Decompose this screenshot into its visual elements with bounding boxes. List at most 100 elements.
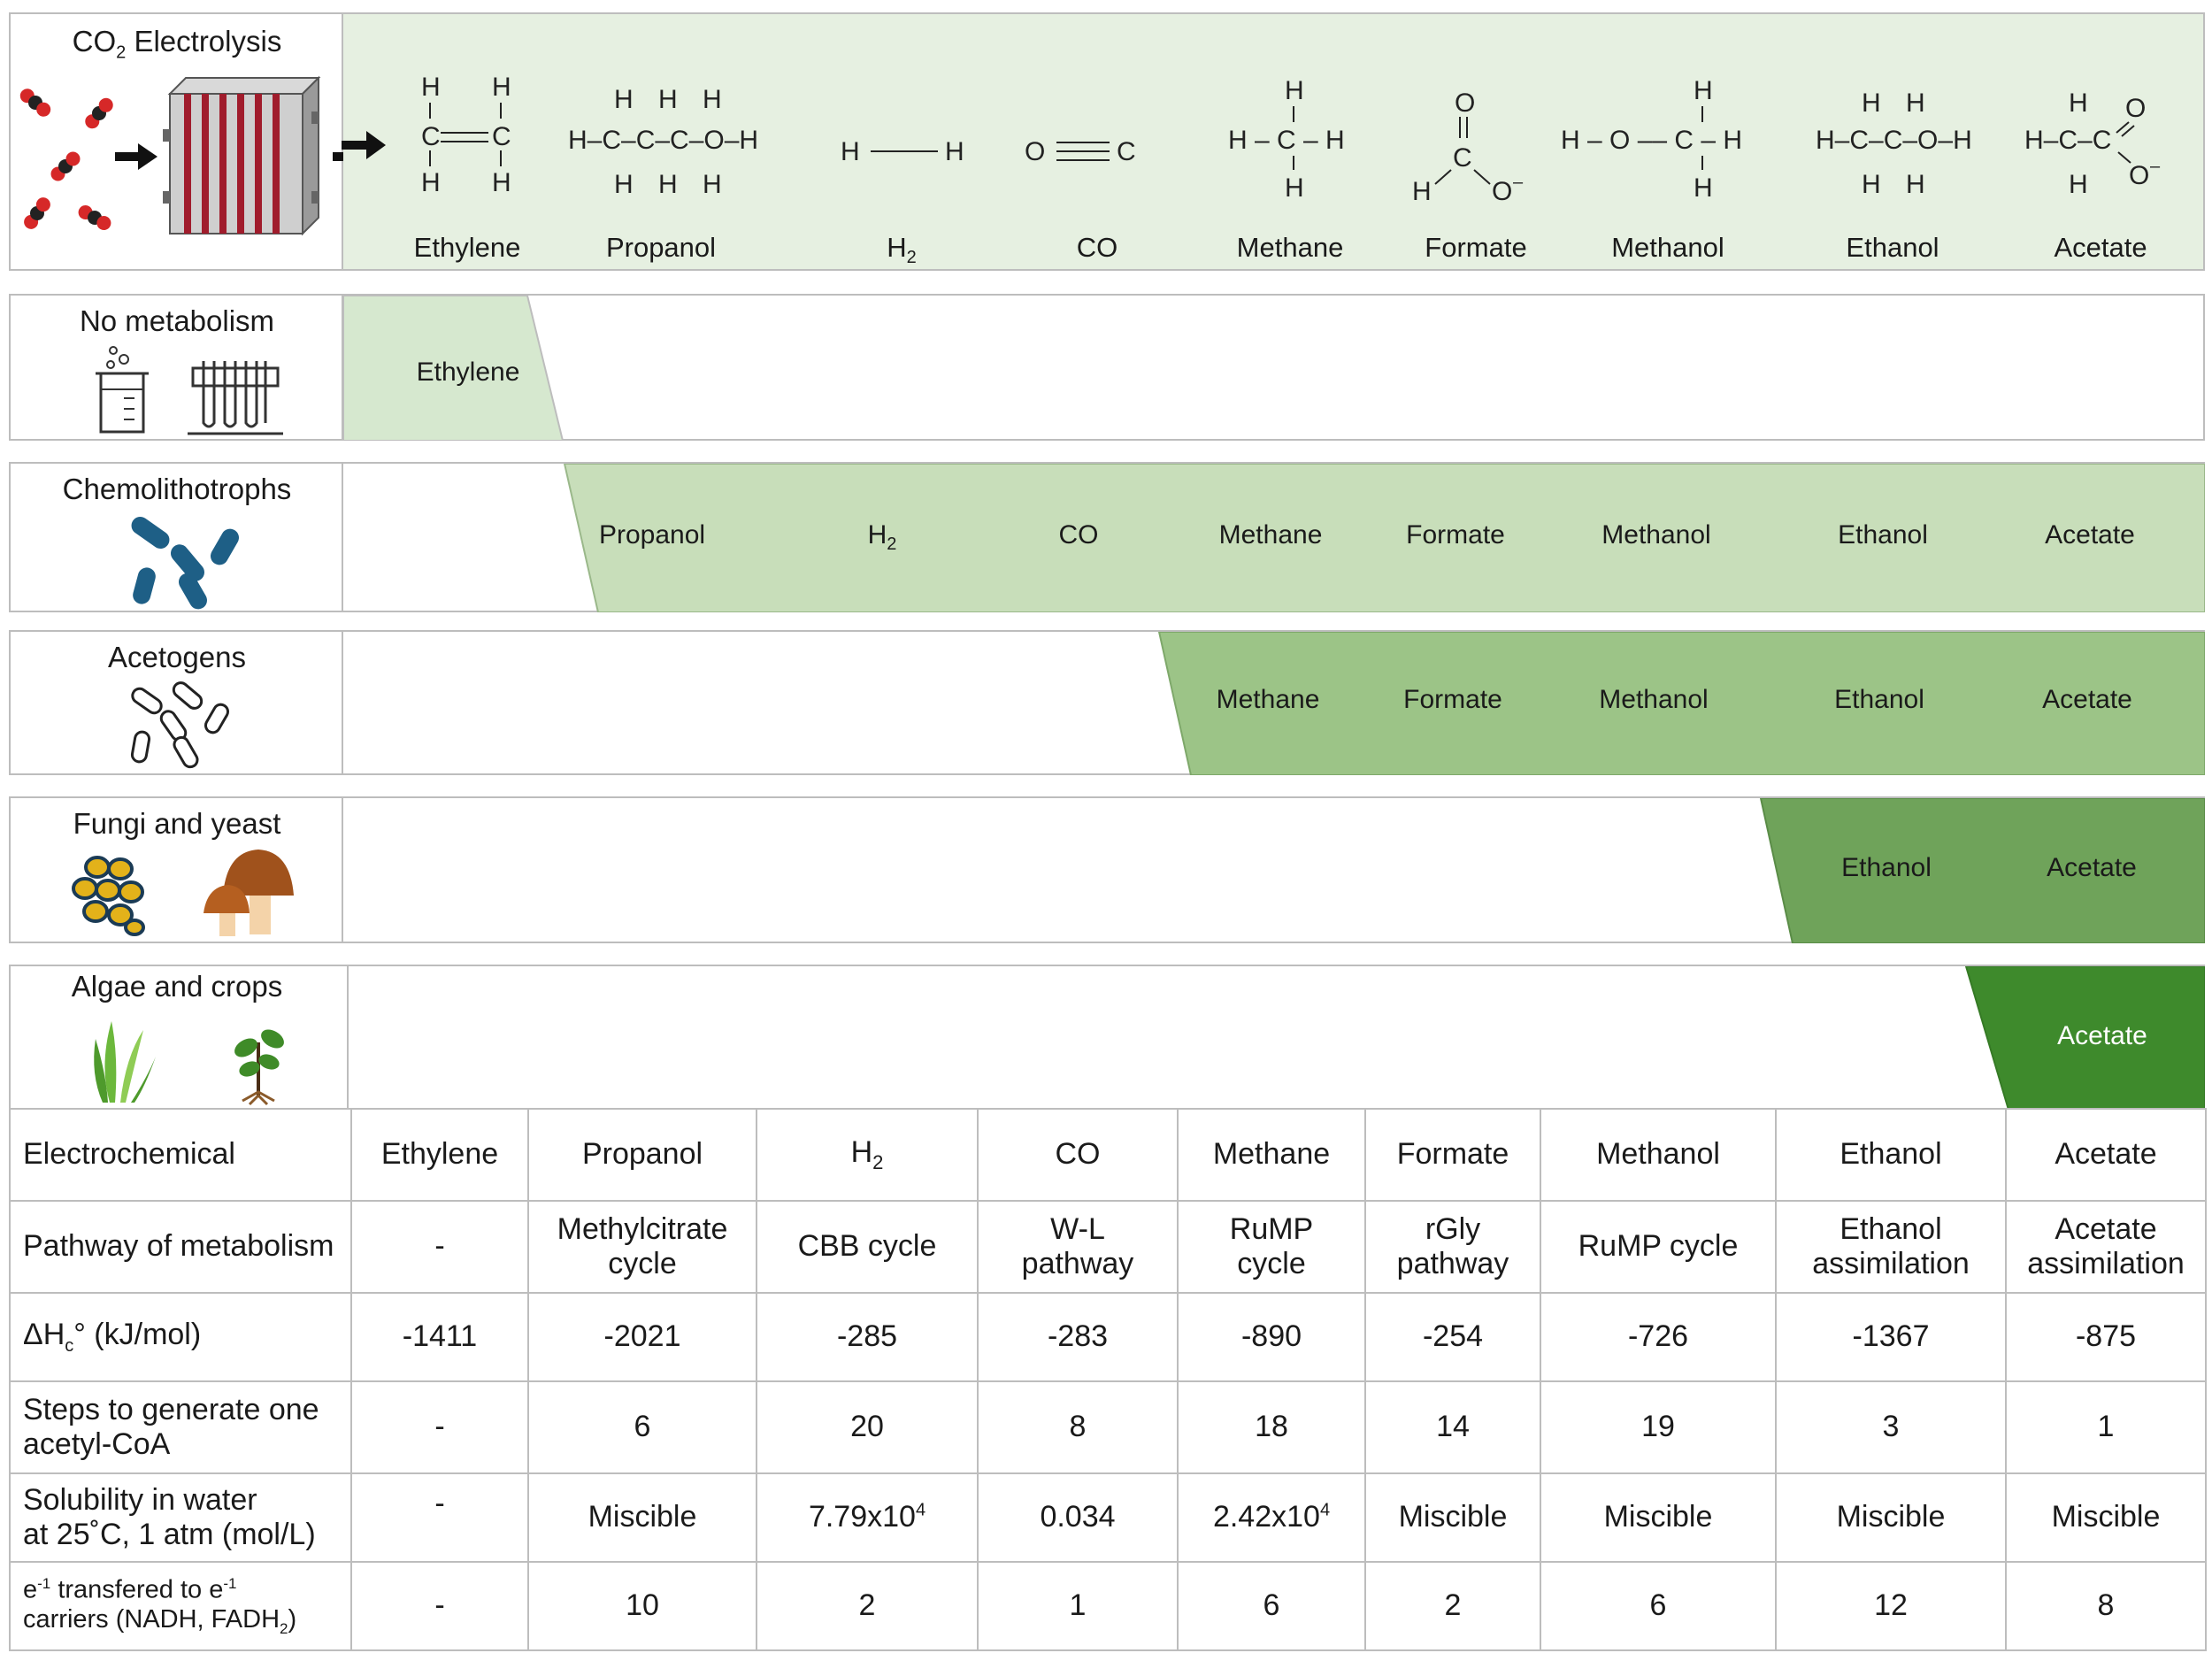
svg-text:H–C–C–C–O–H: H–C–C–C–O–H bbox=[568, 126, 758, 155]
row-label: Electrochemical bbox=[9, 1108, 352, 1202]
svg-text:C: C bbox=[492, 122, 511, 151]
svg-text:H: H bbox=[2069, 170, 2088, 199]
table-cell: 6 bbox=[527, 1380, 757, 1474]
acetogens-title: Acetogens bbox=[108, 641, 246, 673]
table-cell: Miscible bbox=[527, 1472, 757, 1563]
svg-text:H: H bbox=[1906, 88, 1925, 118]
algae-icon bbox=[94, 1021, 156, 1103]
plant-icon bbox=[94, 1021, 284, 1106]
rod-bacteria-icon bbox=[131, 516, 239, 610]
svg-text:O: O bbox=[1492, 177, 1512, 206]
band-product: Methane bbox=[1218, 520, 1323, 550]
svg-text:C: C bbox=[421, 122, 441, 151]
molecule-name: Propanol bbox=[605, 232, 717, 263]
svg-text:H: H bbox=[841, 137, 860, 166]
band-product: Methane bbox=[1216, 685, 1320, 714]
electrolyzer-stack-icon bbox=[163, 75, 321, 236]
ethylene-structure: H H C C H H bbox=[421, 73, 511, 197]
electrolysis-label-cell: CO2 Electrolysis bbox=[11, 14, 343, 269]
table-cell: -1411 bbox=[350, 1292, 529, 1382]
molecule-name: CO bbox=[1076, 232, 1118, 263]
acetate-structure: H–C–C HH O O – bbox=[2024, 88, 2161, 199]
table-cell: 6 bbox=[1540, 1561, 1777, 1651]
band-product: CO bbox=[1058, 520, 1099, 550]
table-row: Pathway of metabolism - Methylcitrate cyc… bbox=[9, 1200, 2207, 1294]
svg-text:H: H bbox=[658, 170, 678, 199]
svg-text:H: H bbox=[1285, 173, 1304, 203]
table-cell: RuMP cycle bbox=[1177, 1200, 1366, 1294]
table-cell: 10 bbox=[527, 1561, 757, 1651]
svg-text:H: H bbox=[421, 168, 441, 197]
svg-text:H: H bbox=[1694, 76, 1713, 105]
electrolysis-title: CO2 Electrolysis bbox=[72, 25, 282, 63]
table-cell: Ethanol bbox=[1775, 1108, 2007, 1202]
chemolithotrophs-title: Chemolithotrophs bbox=[62, 473, 292, 505]
svg-text:H: H bbox=[1862, 170, 1881, 199]
molecule-name: Ethylene bbox=[413, 232, 521, 263]
table-row: e-1 transfered to e-1 carriers (NADH, FA… bbox=[9, 1561, 2207, 1651]
band-product: Ethylene bbox=[416, 358, 520, 387]
table-cell: 14 bbox=[1364, 1380, 1541, 1474]
row-label: Solubility in water at 25˚C, 1 atm (mol/L… bbox=[9, 1472, 352, 1563]
svg-text:H: H bbox=[1412, 177, 1432, 206]
algae-crops-band bbox=[1964, 966, 2205, 1110]
table-cell: Ethylene bbox=[350, 1108, 529, 1202]
svg-text:H – C – H: H – C – H bbox=[1228, 126, 1345, 155]
molecule-name: H2 bbox=[887, 232, 917, 268]
table-cell: 19 bbox=[1540, 1380, 1777, 1474]
no-metabolism-title: No metabolism bbox=[79, 304, 275, 337]
svg-text:C: C bbox=[1117, 137, 1136, 166]
table-cell: Miscible bbox=[1540, 1472, 1777, 1563]
electrolyzer-icon bbox=[19, 75, 343, 236]
table-cell: Formate bbox=[1364, 1108, 1541, 1202]
molecule-name: Methane bbox=[1236, 232, 1344, 263]
svg-text:H: H bbox=[614, 170, 634, 199]
properties-table: Electrochemical Ethylene Propanol H2 CO … bbox=[9, 1108, 2207, 1651]
row-label: ΔHc° (kJ/mol) bbox=[9, 1292, 352, 1382]
band-product: Acetate bbox=[2042, 685, 2132, 714]
outlined-bacteria-icon bbox=[130, 681, 229, 769]
table-cell: -254 bbox=[1364, 1292, 1541, 1382]
algae-crops-row: Algae and crops Acetate bbox=[9, 965, 2205, 1110]
table-cell: -1367 bbox=[1775, 1292, 2007, 1382]
svg-text:O: O bbox=[2125, 94, 2146, 123]
table-cell: Acetate assimilation bbox=[2005, 1200, 2207, 1294]
carbon-monoxide-structure: O C bbox=[1025, 137, 1136, 166]
svg-text:O: O bbox=[1025, 137, 1045, 166]
table-cell: RuMP cycle bbox=[1540, 1200, 1777, 1294]
svg-text:H: H bbox=[703, 170, 722, 199]
table-cell: 18 bbox=[1177, 1380, 1366, 1474]
no-metabolism-label-cell: No metabolism bbox=[11, 296, 343, 439]
algae-crops-label-cell: Algae and crops bbox=[11, 966, 349, 1108]
arrow-right-icon bbox=[342, 131, 386, 159]
table-cell: - bbox=[350, 1561, 529, 1651]
molecule-name: Acetate bbox=[2054, 232, 2147, 263]
co2-molecules-icon bbox=[19, 88, 113, 230]
table-cell: 20 bbox=[756, 1380, 979, 1474]
table-cell: 7.79x104 bbox=[756, 1472, 979, 1563]
band-product: Ethanol bbox=[1834, 685, 1924, 714]
table-cell: Methylcitrate cycle bbox=[527, 1200, 757, 1294]
table-cell: 8 bbox=[2005, 1561, 2207, 1651]
table-cell: -283 bbox=[977, 1292, 1179, 1382]
table-cell: Acetate bbox=[2005, 1108, 2207, 1202]
svg-text:–: – bbox=[2150, 157, 2161, 176]
band-product: H2 bbox=[867, 520, 897, 554]
table-cell: 0.034 bbox=[977, 1472, 1179, 1563]
band-product: Formate bbox=[1403, 685, 1502, 714]
table-cell: 3 bbox=[1775, 1380, 2007, 1474]
band-product: Methanol bbox=[1601, 520, 1711, 550]
arrow-right-icon bbox=[333, 152, 343, 161]
svg-text:H: H bbox=[703, 85, 722, 114]
band-product: Propanol bbox=[598, 520, 706, 550]
table-cell: CBB cycle bbox=[756, 1200, 979, 1294]
acetogens-band bbox=[1157, 632, 2205, 775]
table-cell: 6 bbox=[1177, 1561, 1366, 1651]
chemolithotrophs-row: Chemolithotrophs Propanol H2 CO Methane … bbox=[9, 462, 2205, 612]
table-cell: 1 bbox=[2005, 1380, 2207, 1474]
table-row: Solubility in water at 25˚C, 1 atm (mol/L… bbox=[9, 1472, 2207, 1563]
methanol-structure: H H – O –– C – H H bbox=[1561, 76, 1742, 203]
table-cell: -726 bbox=[1540, 1292, 1777, 1382]
acetogens-row: Acetogens Methane Formate Methanol Ethan… bbox=[9, 630, 2205, 775]
table-cell: 1 bbox=[977, 1561, 1179, 1651]
